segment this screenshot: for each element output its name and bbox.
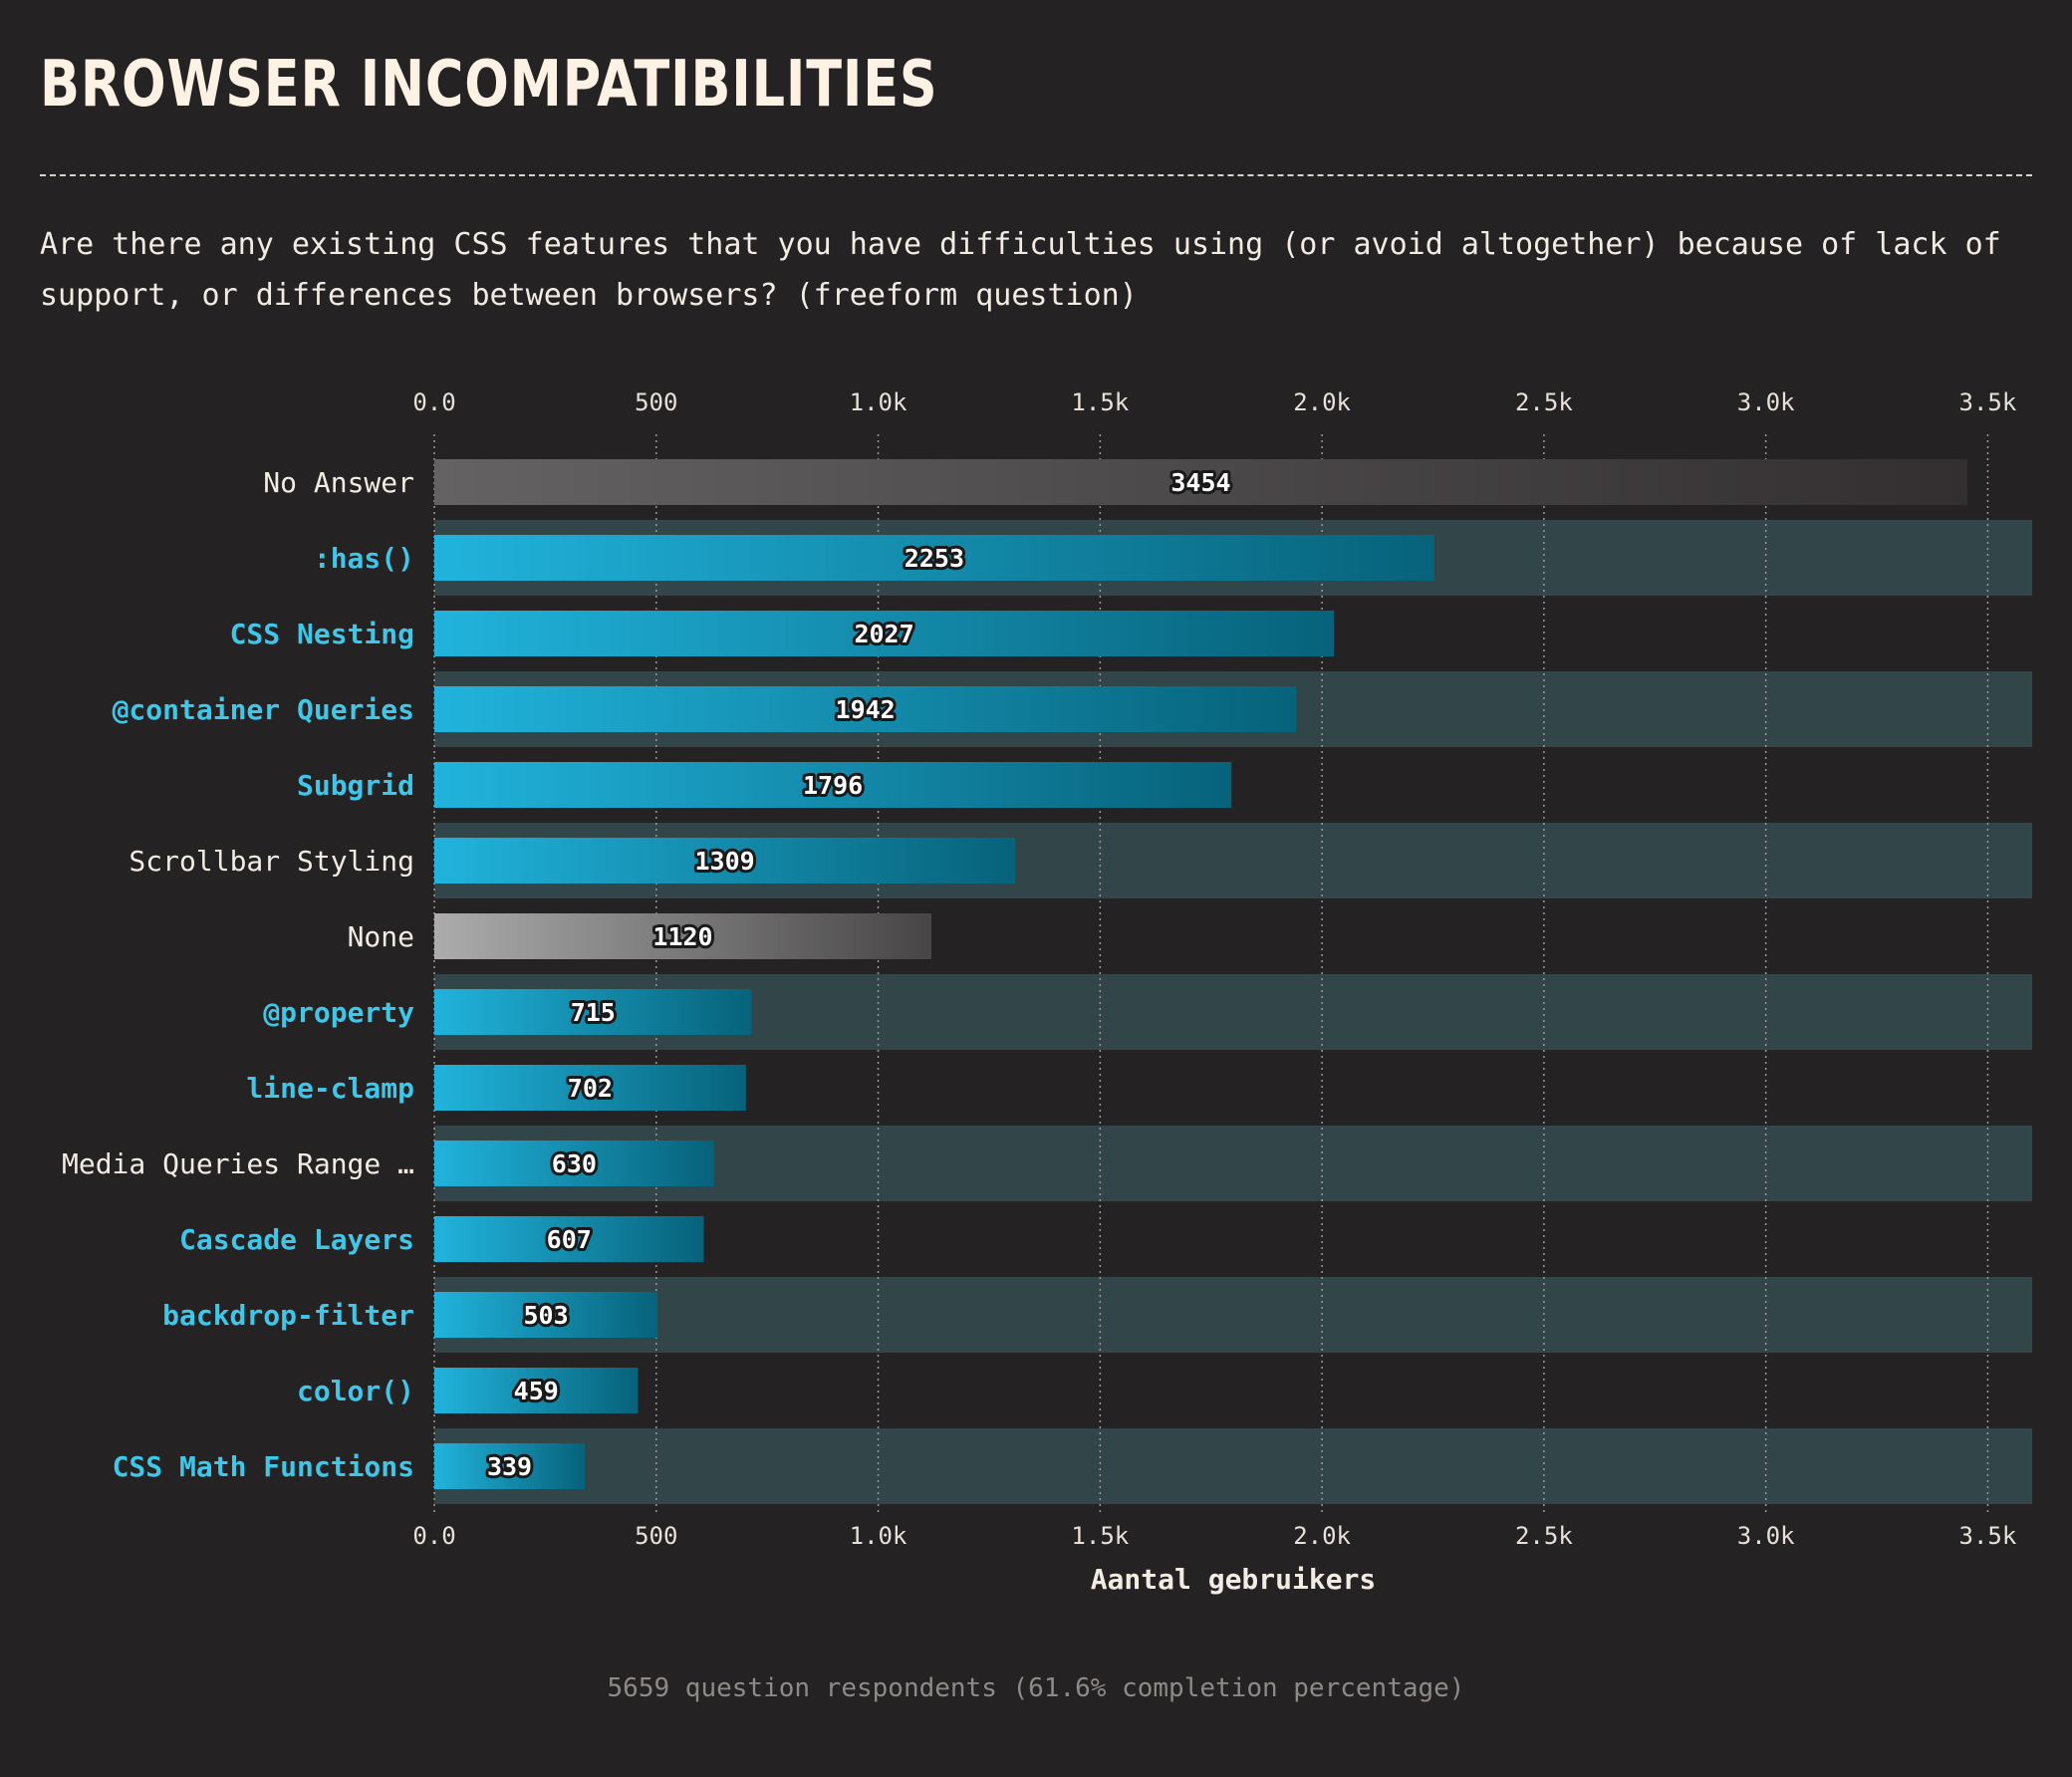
x-tick-label-bottom: 0.0 [412,1522,455,1550]
x-tick-label-top: 3.0k [1737,388,1795,416]
respondents-footer: 5659 question respondents (61.6% complet… [607,1673,1465,1703]
category-label: No Answer [263,466,414,499]
category-label: Scrollbar Styling [129,845,414,878]
category-label: Cascade Layers [179,1223,414,1256]
value-label: 3454 [1170,468,1230,497]
bar [434,459,1967,505]
x-tick-label-bottom: 500 [635,1522,677,1550]
bar [434,535,1434,581]
page-title: BROWSER INCOMPATIBILITIES [40,48,938,122]
x-tick-label-top: 2.0k [1293,388,1351,416]
value-label: 1120 [652,922,712,951]
bar [434,838,1016,884]
x-tick-label-bottom: 1.5k [1071,1522,1129,1550]
x-tick-label-top: 0.0 [412,388,455,416]
x-tick-label-bottom: 1.0k [850,1522,907,1550]
value-label: 459 [514,1377,559,1405]
value-label: 607 [547,1225,592,1254]
bar-chart: 0.0 0.0 500 500 1.0k 1.0k 1.5k 1.5k 2.0k 2.0k 2.5k… [62,388,2032,1596]
x-tick-label-top: 3.5k [1959,388,2017,416]
bar [434,913,932,959]
value-label: 1942 [836,695,896,724]
bar [434,1216,704,1262]
category-label: Subgrid [297,769,414,802]
title-divider [40,174,2032,176]
category-label: @property [263,996,414,1029]
bar [434,1065,746,1111]
x-tick-label-top: 500 [635,388,677,416]
category-label: @container Queries [113,693,414,726]
x-tick-label-top: 1.0k [850,388,907,416]
category-label: CSS Nesting [230,618,414,650]
category-label: CSS Math Functions [113,1450,414,1483]
category-label: backdrop-filter [162,1299,414,1332]
category-label: None [348,920,414,953]
value-label: 630 [552,1149,597,1178]
bar [434,1443,586,1489]
value-label: 1309 [695,847,755,876]
category-label: :has() [314,542,414,575]
value-label: 2253 [905,544,964,573]
value-label: 702 [568,1074,613,1103]
bar [434,1368,639,1413]
value-label: 339 [487,1452,532,1481]
value-label: 503 [523,1301,568,1330]
chart-container: 0.0 0.0 500 500 1.0k 1.0k 1.5k 1.5k 2.0k 2.0k 2.5k… [0,379,2072,1634]
question-text: Are there any existing CSS features that… [40,227,2001,313]
x-tick-label-bottom: 3.0k [1737,1522,1795,1550]
bar [434,1292,658,1338]
x-tick-label-top: 2.5k [1515,388,1573,416]
bar [434,611,1335,656]
x-tick-label-top: 1.5k [1071,388,1129,416]
bar [434,762,1232,808]
bar [434,686,1297,732]
bar [434,989,752,1035]
x-tick-label-bottom: 2.5k [1515,1522,1573,1550]
category-label: Media Queries Range … [62,1147,414,1180]
row-band [434,1428,2032,1504]
x-tick-label-bottom: 3.5k [1959,1522,2017,1550]
x-tick-label-bottom: 2.0k [1293,1522,1351,1550]
value-label: 1796 [803,771,863,800]
value-label: 715 [571,998,616,1027]
row-band [434,1277,2032,1353]
category-label: color() [297,1375,414,1407]
bar [434,1141,714,1186]
category-label: line-clamp [246,1072,414,1105]
value-label: 2027 [854,620,913,648]
x-axis-label: Aantal gebruikers [1091,1563,1377,1596]
